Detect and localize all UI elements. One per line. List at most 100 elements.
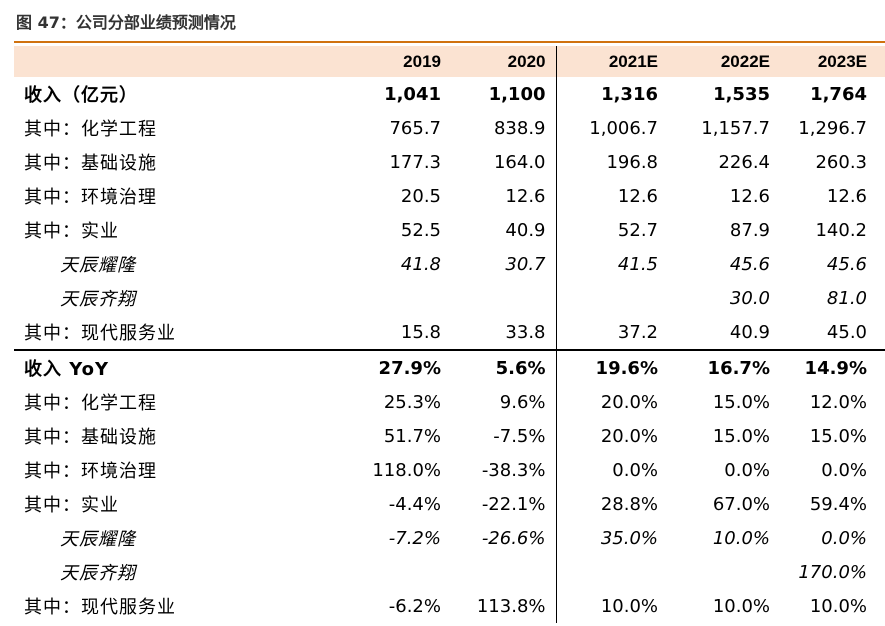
- table-row: 其中：化学工程 25.3% 9.6% 20.0% 15.0% 12.0%: [14, 385, 885, 419]
- table-cell: 87.9: [729, 219, 770, 241]
- table-cell: 0.0%: [555, 453, 668, 487]
- table-row: 天辰耀隆 41.8 30.7 41.5 45.6 45.6: [14, 247, 885, 281]
- row-label: 其中：化学工程: [24, 119, 157, 140]
- table-cell: 177.3: [389, 151, 441, 173]
- table-cell: [668, 555, 778, 589]
- table-cell: [346, 555, 451, 589]
- table-cell: 30.7: [505, 253, 546, 275]
- table-row: 其中：实业 52.5 40.9 52.7 87.9 140.2: [14, 213, 885, 247]
- table-cell: 10.0%: [712, 527, 770, 549]
- table-cell: 12.6: [555, 179, 668, 213]
- table-cell: 15.8: [346, 315, 451, 351]
- header-cell: 2019: [346, 46, 451, 77]
- table-row: 其中：基础设施 51.7% -7.5% 20.0% 15.0% 15.0%: [14, 419, 885, 453]
- row-label: 其中：环境治理: [24, 187, 157, 208]
- table-cell: 5.6%: [495, 357, 546, 379]
- table-row: 其中：现代服务业 15.8 33.8 37.2 40.9 45.0: [14, 315, 885, 351]
- row-label: 天辰耀隆: [60, 529, 136, 550]
- table-cell: 838.9: [493, 117, 546, 139]
- table-cell: [346, 281, 451, 315]
- table-cell: 45.6: [826, 253, 867, 275]
- table-row: 天辰齐翔 30.0 81.0: [14, 281, 885, 315]
- table-cell: [451, 555, 556, 589]
- table-cell: 1,316: [555, 77, 668, 111]
- table-cell: 41.5: [555, 247, 668, 281]
- table-row: 收入（亿元） 1,041 1,100 1,316 1,535 1,764: [14, 77, 885, 111]
- table-cell: 140.2: [815, 219, 867, 241]
- table-cell: 35.0%: [555, 521, 668, 555]
- table-cell: 15.0%: [712, 425, 770, 447]
- table-cell: 15.0%: [712, 391, 770, 413]
- table-cell: 10.0%: [809, 595, 867, 617]
- table-cell: 52.7: [555, 213, 668, 247]
- table-cell: [555, 281, 668, 315]
- table-cell: 1,041: [384, 83, 441, 105]
- table-cell: 27.9%: [378, 357, 441, 379]
- row-label: 其中：化学工程: [24, 393, 157, 414]
- row-label: 其中：实业: [24, 221, 119, 242]
- segment-forecast-table: 2019 2020 2021E 2022E 2023E 收入（亿元） 1,041…: [14, 46, 885, 623]
- row-label: 其中：实业: [24, 495, 119, 516]
- table-cell: 40.9: [505, 219, 546, 241]
- row-label: 其中：环境治理: [24, 461, 157, 482]
- row-label: 其中：基础设施: [24, 427, 157, 448]
- table-cell: 1,157.7: [701, 117, 770, 139]
- table-cell: 164.0: [493, 151, 546, 173]
- table-cell: 16.7%: [707, 357, 770, 379]
- table-cell: -7.5%: [493, 425, 546, 447]
- table-cell: 196.8: [555, 145, 668, 179]
- table-row: 天辰齐翔 170.0%: [14, 555, 885, 589]
- row-label: 天辰耀隆: [60, 255, 136, 276]
- table-cell: 51.7%: [383, 425, 441, 447]
- row-label: 收入 YoY: [24, 359, 110, 380]
- row-label: 天辰齐翔: [60, 289, 136, 310]
- table-cell: 12.6: [729, 185, 770, 207]
- header-label-cell: [14, 46, 346, 77]
- table-cell: 33.8: [451, 315, 556, 351]
- table-cell: -6.2%: [388, 595, 441, 617]
- table-cell: 118.0%: [372, 459, 441, 481]
- table-cell: 1,100: [488, 83, 546, 105]
- table-cell: 765.7: [389, 117, 441, 139]
- table-row: 其中：化学工程 765.7 838.9 1,006.7 1,157.7 1,29…: [14, 111, 885, 145]
- table-cell: 30.0: [729, 287, 770, 309]
- header-cell: 2021E: [555, 46, 668, 77]
- table-cell: 14.9%: [804, 357, 867, 379]
- figure-title: 图 47：公司分部业绩预测情况: [16, 13, 236, 32]
- table-cell: 260.3: [815, 151, 867, 173]
- table-row: 其中：环境治理 118.0% -38.3% 0.0% 0.0% 0.0%: [14, 453, 885, 487]
- table-cell: 67.0%: [712, 493, 770, 515]
- header-cell: 2022E: [668, 46, 778, 77]
- table-cell: 226.4: [718, 151, 770, 173]
- table-cell: 10.0%: [555, 589, 668, 623]
- table-cell: 45.0: [778, 315, 885, 351]
- table-cell: -22.1%: [481, 493, 546, 515]
- table-cell: 0.0%: [821, 527, 867, 549]
- table-cell: 19.6%: [555, 350, 668, 385]
- table-cell: -4.4%: [388, 493, 441, 515]
- table-row: 其中：现代服务业 -6.2% 113.8% 10.0% 10.0% 10.0%: [14, 589, 885, 623]
- table-cell: 1,006.7: [555, 111, 668, 145]
- table-cell: [451, 281, 556, 315]
- table-cell: 20.5: [400, 185, 441, 207]
- row-label: 天辰齐翔: [60, 563, 136, 584]
- table-cell: 10.0%: [712, 595, 770, 617]
- table-cell: 0.0%: [724, 459, 770, 481]
- table-row: 其中：实业 -4.4% -22.1% 28.8% 67.0% 59.4%: [14, 487, 885, 521]
- header-row: 2019 2020 2021E 2022E 2023E: [14, 46, 885, 77]
- table-cell: 1,296.7: [798, 117, 867, 139]
- table-cell: 113.8%: [476, 595, 546, 617]
- table-row: 其中：基础设施 177.3 164.0 196.8 226.4 260.3: [14, 145, 885, 179]
- table-cell: 52.5: [400, 219, 441, 241]
- table-cell: 20.0%: [555, 385, 668, 419]
- table-cell: 40.9: [668, 315, 778, 351]
- table-cell: 41.8: [400, 253, 441, 275]
- table-cell: 28.8%: [555, 487, 668, 521]
- table-row: 其中：环境治理 20.5 12.6 12.6 12.6 12.6: [14, 179, 885, 213]
- header-cell: 2020: [451, 46, 556, 77]
- table-cell: 12.0%: [809, 391, 867, 413]
- table-cell: -26.6%: [481, 527, 546, 549]
- row-label: 其中：现代服务业: [24, 597, 176, 618]
- table-cell: 37.2: [555, 315, 668, 351]
- top-rule: [14, 41, 885, 43]
